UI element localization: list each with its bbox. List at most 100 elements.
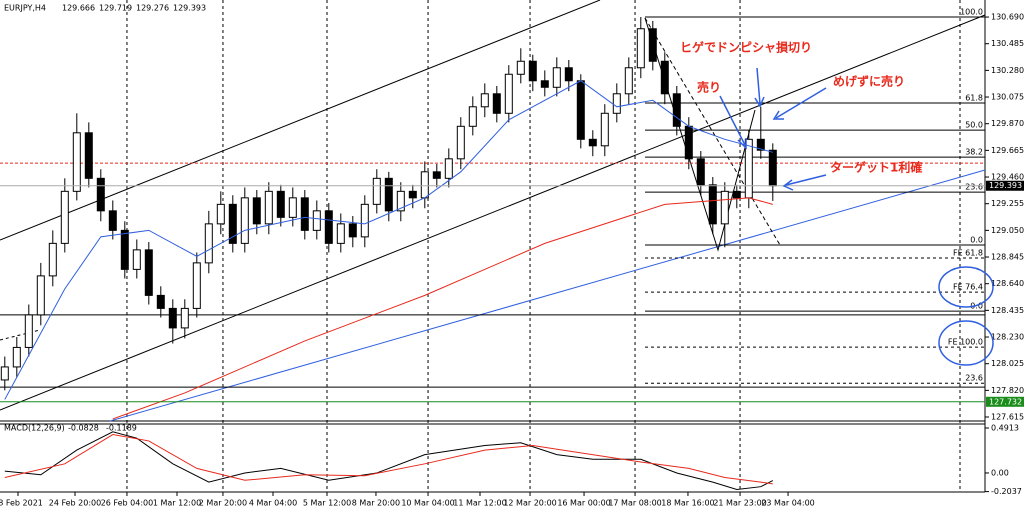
candle-body: [60, 190, 69, 244]
candle-body: [672, 93, 681, 127]
fib-label: 61.8: [965, 94, 983, 103]
fib-label: FE 100.0: [948, 338, 983, 347]
candle-body: [204, 223, 213, 264]
arrow-head: [782, 179, 794, 191]
candle-body: [84, 132, 93, 179]
channel-lower: [0, 14, 986, 411]
fib-label: 50.0: [965, 121, 983, 130]
x-tick-label: 16 Mar 00:00: [557, 499, 610, 508]
x-tick-label: 10 Mar 04:00: [401, 499, 454, 508]
candle-body: [684, 125, 693, 160]
moving-average: [4, 80, 773, 400]
price-box: [986, 396, 1024, 407]
header-value: 129.719: [99, 4, 132, 13]
y-tick-label: 127.615: [991, 413, 1024, 422]
candle-body: [216, 203, 225, 225]
candle-body: [276, 190, 285, 218]
indicator-value: -0.0828: [68, 424, 99, 433]
annotation: ヒゲでドンピシャ損切り: [680, 40, 812, 55]
annotation: ターゲット1利確: [830, 160, 922, 175]
y-tick-label: 129.050: [991, 226, 1024, 235]
y-tick-label: 128.230: [991, 333, 1024, 342]
price-label: 129.393: [989, 181, 1022, 190]
candle-body: [564, 67, 573, 82]
candle-body: [708, 184, 717, 225]
candle-body: [444, 158, 453, 179]
header-value: 129.393: [173, 4, 206, 13]
candle-body: [552, 67, 561, 88]
circle: [938, 320, 994, 366]
x-tick-label: 12 Mar 20:00: [503, 499, 556, 508]
price-label: 127.732: [989, 397, 1022, 406]
candle-body: [312, 210, 321, 231]
candle-body: [324, 210, 333, 244]
candle-body: [120, 229, 129, 270]
candle-body: [624, 67, 633, 95]
x-tick-label: 11 Mar 12:00: [453, 499, 506, 508]
fib-label: FE 61.8: [953, 249, 983, 258]
candle-body: [96, 177, 105, 212]
y-tick-label: 129.255: [991, 199, 1024, 208]
arrow-head: [754, 96, 765, 108]
candle-body: [384, 177, 393, 212]
candle-body: [336, 223, 345, 244]
candle-body: [456, 125, 465, 160]
candle-body: [348, 223, 357, 238]
indicator-name: MACD(12,26,9): [4, 424, 65, 433]
x-tick-label: 5 Mar 12:00: [303, 499, 351, 508]
candle-body: [48, 242, 57, 277]
y-tick-label: 130.280: [991, 66, 1024, 75]
candle-body: [72, 132, 81, 192]
price-box: [986, 180, 1024, 191]
candle-body: [660, 60, 669, 95]
arrow-head: [737, 138, 747, 150]
fib-label: 0.0: [970, 236, 983, 245]
annotation: 売り: [697, 80, 721, 95]
x-tick-label: 8 Mar 20:00: [352, 499, 400, 508]
x-tick-label: 2 Mar 20:00: [199, 499, 247, 508]
candle-body: [420, 171, 429, 199]
fib-label: 23.6: [965, 374, 983, 383]
header-value: 129.276: [136, 4, 169, 13]
candle-body: [240, 197, 249, 244]
y-tick-label: 130.485: [991, 39, 1024, 48]
candle-body: [636, 28, 645, 69]
candle-body: [132, 249, 141, 270]
grid: [126, 0, 741, 492]
y-tick-label: 128.435: [991, 306, 1024, 315]
arrow: [719, 95, 746, 146]
y-tick-label: 128.640: [991, 279, 1024, 288]
circle: [938, 266, 994, 308]
candle-body: [588, 138, 597, 147]
candle-body: [24, 314, 33, 348]
x-tick-label: 18 Mar 16:00: [661, 499, 714, 508]
candle-body: [576, 80, 585, 140]
arrow: [756, 67, 761, 105]
candle-body: [108, 210, 117, 231]
candle-body: [480, 93, 489, 108]
candle-body: [528, 60, 537, 82]
candle-body: [768, 149, 777, 187]
support-line: [109, 169, 986, 422]
candle-body: [36, 275, 45, 316]
candle-body: [648, 28, 657, 62]
candle-body: [396, 190, 405, 212]
indicator-value: -0.1189: [106, 424, 137, 433]
candle-body: [468, 106, 477, 127]
candle-body: [144, 249, 153, 296]
arrow-head: [772, 110, 784, 120]
candle-body: [288, 197, 297, 218]
candle-body: [360, 203, 369, 238]
moving-average: [112, 197, 773, 420]
candle-body: [504, 73, 513, 114]
candle-body: [540, 80, 549, 88]
x-tick-label: 18 Feb 2021: [0, 499, 43, 508]
y-tick-label: 128.845: [991, 253, 1024, 262]
candle-body: [168, 307, 177, 329]
fib-trend: [644, 17, 781, 246]
y-tick-label: 130.690: [991, 13, 1024, 22]
x-tick-label: 26 Feb 04:00: [101, 499, 153, 508]
annotation: めげずに売り: [833, 74, 905, 89]
fib-trend: [0, 329, 41, 341]
y-tick-label: 128.025: [991, 359, 1024, 368]
